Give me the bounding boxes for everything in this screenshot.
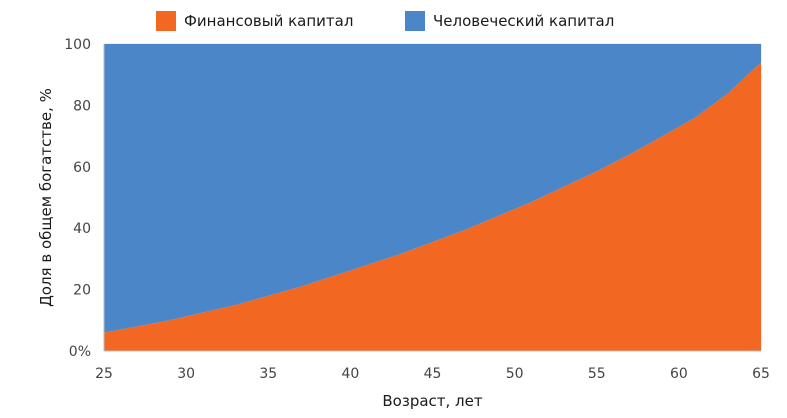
axes [103,44,761,352]
x-tick-label: 35 [259,366,277,382]
y-tick-label: 60 [73,160,91,176]
x-axis-title: Возраст, лет [382,392,482,410]
y-tick-label: 100 [64,37,91,53]
x-tick-label: 65 [752,366,770,382]
y-tick-label: 40 [73,221,91,237]
legend-label: Человеческий капитал [433,12,614,30]
x-tick-label: 30 [177,366,195,382]
y-tick-label: 20 [73,283,91,299]
area-series-1 [104,62,761,352]
legend-swatch [405,11,425,31]
y-tick-label: 0% [69,344,91,360]
y-axis-title: Доля в общем богатстве, % [37,88,55,307]
legend-swatch [156,11,176,31]
x-tick-label: 50 [506,366,524,382]
x-tick-label: 45 [424,366,442,382]
area-series-2 [104,44,761,333]
legend-label: Финансовый капитал [184,12,353,30]
x-tick-label: 25 [95,366,113,382]
x-tick-label: 60 [670,366,688,382]
area-layers [104,44,761,352]
x-tick-label: 40 [341,366,359,382]
x-tick-labels: 25 30 35 40 45 50 55 60 65 [95,366,770,382]
x-tick-label: 55 [588,366,606,382]
y-tick-label: 80 [73,98,91,114]
legend: Финансовый капитал Человеческий капитал [156,11,614,31]
y-tick-labels: 0% 20 40 60 80 100 [64,37,91,360]
